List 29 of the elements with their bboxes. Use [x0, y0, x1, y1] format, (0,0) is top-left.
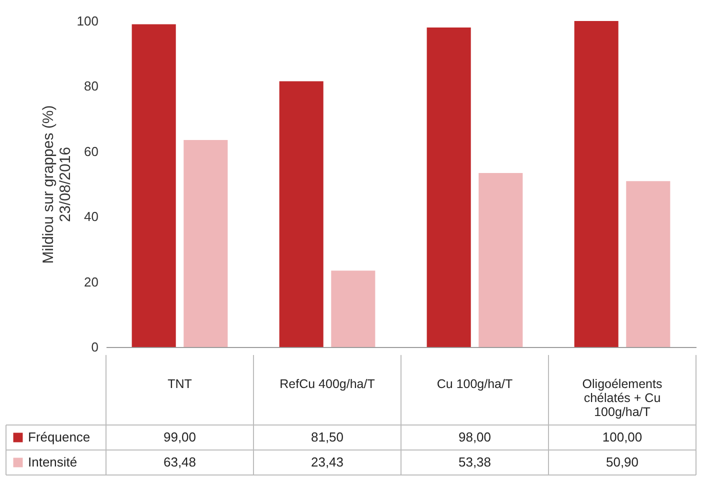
data-label: 63,48	[163, 454, 196, 470]
x-tick-label: Cu 100g/ha/T	[436, 377, 513, 391]
legend-label: Fréquence	[28, 430, 90, 444]
bar	[132, 24, 176, 347]
bar	[426, 28, 471, 347]
y-tick-label: 40	[84, 209, 98, 224]
legend-label: Intensité	[28, 454, 78, 470]
x-tick-label: TNT	[168, 377, 192, 391]
data-label: 100,00	[602, 430, 642, 444]
data-label: 53,38	[458, 454, 492, 470]
y-tick-label: 20	[84, 274, 98, 290]
y-tick-label: 60	[84, 144, 98, 159]
data-label: 50,90	[606, 454, 639, 470]
bar	[279, 81, 324, 347]
bar	[478, 172, 523, 347]
y-tick-label: 100	[76, 14, 98, 28]
y-tick-label: 80	[84, 78, 98, 94]
bar	[331, 270, 376, 347]
x-tick-label: RefCu 400g/ha/T	[280, 377, 376, 391]
bar	[626, 181, 670, 347]
bar	[574, 21, 618, 347]
bar	[184, 140, 228, 347]
data-label: 99,00	[163, 430, 196, 444]
data-label: 98,00	[458, 430, 492, 444]
x-tick-label: Oligoélements chélatés + Cu 100g/ha/T	[582, 377, 662, 419]
y-axis-title: Mildiou sur grappes (%) 23/08/2016	[40, 105, 74, 264]
y-tick-label: 0	[91, 340, 98, 354]
data-label: 23,43	[310, 454, 344, 470]
data-label: 81,50	[310, 430, 344, 444]
